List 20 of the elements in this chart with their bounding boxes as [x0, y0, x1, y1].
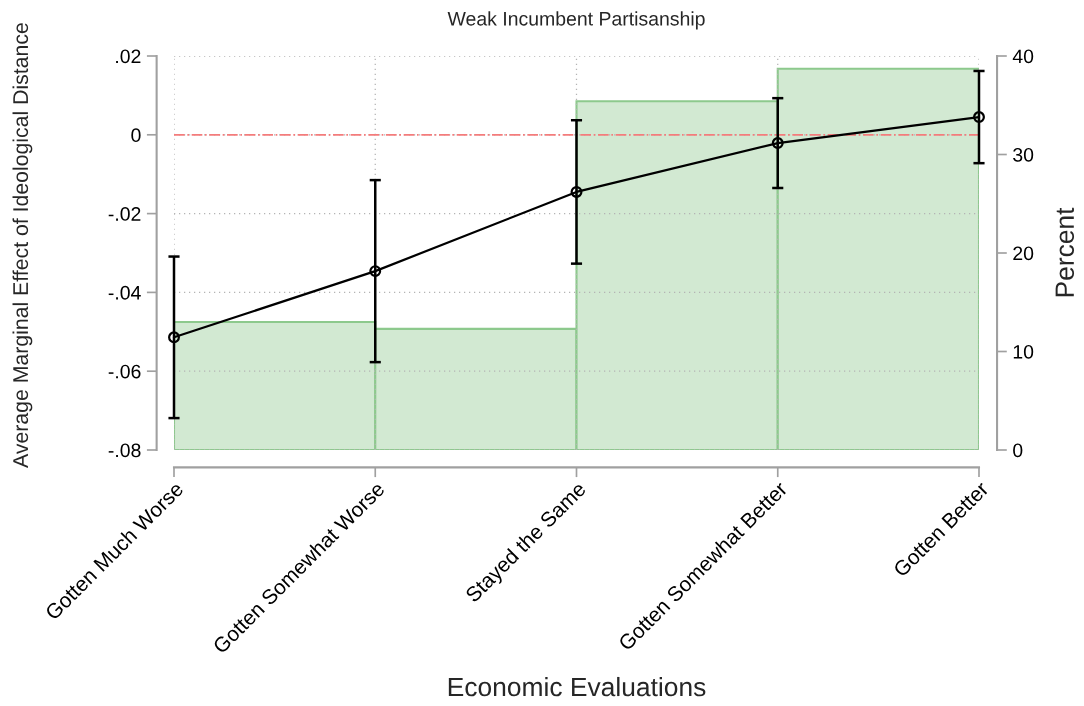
chart-title: Weak Incumbent Partisanship [447, 11, 705, 30]
x-axis-title: Economic Evaluations [448, 676, 706, 697]
y-tick-label: -.08 [108, 443, 141, 458]
y-tick-label: -.06 [108, 364, 141, 379]
y2-tick-label: 30 [1013, 147, 1034, 162]
y-tick-label: -.04 [108, 285, 141, 300]
y2-axis-title: Percent [1055, 207, 1075, 297]
point [168, 331, 180, 344]
y2-tick-label: 0 [1013, 443, 1023, 458]
y-tick-label: .02 [116, 49, 141, 64]
y2-tick-label: 20 [1013, 246, 1034, 261]
y2-tick-label: 40 [1012, 49, 1034, 64]
y-axis-title: Average Marginal Effect of Ideological Distance [12, 23, 33, 468]
point [570, 185, 583, 198]
point [369, 265, 382, 278]
y-tick-label: 0 [131, 128, 141, 143]
point [771, 137, 784, 150]
point [973, 111, 985, 124]
y2-tick-label: 10 [1013, 344, 1034, 359]
y-tick-label: -.02 [108, 207, 141, 221]
